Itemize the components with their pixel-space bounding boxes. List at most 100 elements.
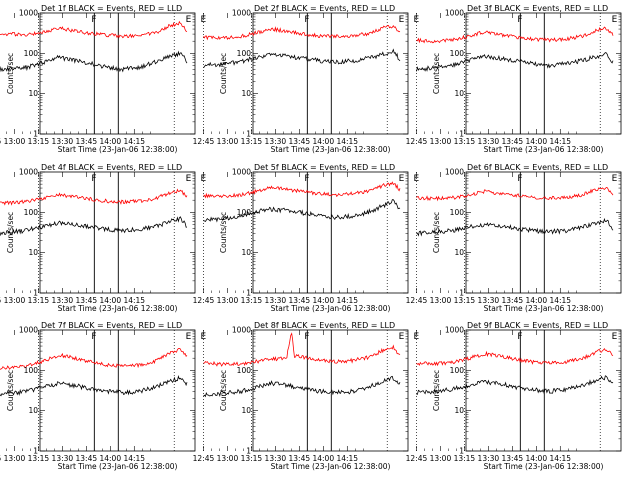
y-tick-label: 1000 xyxy=(445,326,464,335)
marker-label: E xyxy=(413,332,419,342)
y-tick-label: 100 xyxy=(237,366,252,375)
x-tick-label: 13:45 xyxy=(76,137,98,146)
x-tick-label: 14:15 xyxy=(549,454,571,463)
panel-2 xyxy=(203,12,409,135)
red-lld-series xyxy=(0,188,188,206)
y-tick-label: 10 xyxy=(454,89,464,98)
x-tick-label: 13:30 xyxy=(265,296,287,305)
plot-frame xyxy=(39,12,196,135)
black-events-series xyxy=(203,199,401,223)
marker-label: E xyxy=(413,174,419,184)
y-tick-label: 100 xyxy=(450,366,465,375)
x-tick-label: 13:45 xyxy=(76,296,98,305)
y-tick-label: 10 xyxy=(454,248,464,257)
plot-frame xyxy=(39,329,196,452)
red-lld-series xyxy=(0,347,188,370)
x-tick-label: 12:45 xyxy=(193,296,215,305)
x-axis-label: Start Time (23-Jan-06 12:38:00) xyxy=(271,462,391,471)
x-tick-label: 13:45 xyxy=(502,137,524,146)
x-tick-label: 14:00 xyxy=(99,454,121,463)
x-tick-label: 14:15 xyxy=(336,137,358,146)
y-tick-label: 100 xyxy=(24,49,39,58)
x-axis-label: Start Time (23-Jan-06 12:38:00) xyxy=(58,304,178,313)
x-tick-label: 13:30 xyxy=(52,454,74,463)
x-tick-label: 13:15 xyxy=(454,454,476,463)
panel-1 xyxy=(0,12,196,135)
y-tick-label: 10 xyxy=(28,89,38,98)
x-tick-label: 13:00 xyxy=(430,137,452,146)
x-tick-label: 14:00 xyxy=(312,137,334,146)
panel-title: Det 4f BLACK = Events, RED = LLD xyxy=(41,163,182,172)
marker-label: F xyxy=(304,332,309,342)
x-tick-label: 14:15 xyxy=(123,137,145,146)
y-tick-label: 100 xyxy=(24,208,39,217)
y-tick-label: 1 xyxy=(246,447,251,456)
x-tick-label: 14:00 xyxy=(99,296,121,305)
y-tick-label: 10 xyxy=(241,248,251,257)
y-tick-label: 1 xyxy=(246,289,251,298)
y-tick-label: 1000 xyxy=(19,9,38,18)
x-tick-label: 13:45 xyxy=(502,296,524,305)
panel-9 xyxy=(416,329,622,452)
panel-8 xyxy=(203,329,409,452)
x-tick-label: 13:15 xyxy=(454,296,476,305)
black-events-series xyxy=(0,50,188,73)
panel-3 xyxy=(416,12,622,135)
red-lld-series xyxy=(203,24,401,41)
y-axis-label: Counts/sec xyxy=(219,212,228,253)
panel-title: Det 6f BLACK = Events, RED = LLD xyxy=(467,163,608,172)
red-lld-series xyxy=(0,20,188,39)
x-tick-label: 13:00 xyxy=(430,296,452,305)
panel-title: Det 9f BLACK = Events, RED = LLD xyxy=(467,321,608,330)
red-lld-series xyxy=(203,332,401,367)
plot-frame xyxy=(465,171,622,294)
plot-frame xyxy=(252,329,409,452)
marker-label: F xyxy=(91,332,96,342)
y-tick-label: 10 xyxy=(28,248,38,257)
x-tick-label: 13:15 xyxy=(241,296,263,305)
marker-label: E xyxy=(186,174,192,184)
red-lld-series xyxy=(416,186,614,202)
x-tick-label: 13:30 xyxy=(265,137,287,146)
marker-label: F xyxy=(304,15,309,25)
marker-label: F xyxy=(517,15,522,25)
red-lld-series xyxy=(203,181,401,199)
y-tick-label: 10 xyxy=(241,406,251,415)
panel-title: Det 7f BLACK = Events, RED = LLD xyxy=(41,321,182,330)
panel-4 xyxy=(0,171,196,294)
x-tick-label: 13:45 xyxy=(289,296,311,305)
y-tick-label: 1 xyxy=(33,447,38,456)
marker-label: E xyxy=(186,15,192,25)
x-axis-label: Start Time (23-Jan-06 12:38:00) xyxy=(271,304,391,313)
x-tick-label: 13:00 xyxy=(217,137,239,146)
marker-label: E xyxy=(612,15,618,25)
marker-label: E xyxy=(200,332,206,342)
black-events-series xyxy=(203,375,401,398)
y-tick-label: 100 xyxy=(450,208,465,217)
plot-frame xyxy=(39,171,196,294)
x-tick-label: 13:00 xyxy=(217,296,239,305)
marker-label: E xyxy=(612,174,618,184)
y-axis-label: Counts/sec xyxy=(6,212,15,253)
panel-title: Det 3f BLACK = Events, RED = LLD xyxy=(467,4,608,13)
x-axis-label: Start Time (23-Jan-06 12:38:00) xyxy=(484,145,604,154)
x-tick-label: 13:30 xyxy=(478,454,500,463)
x-tick-label: 14:15 xyxy=(336,296,358,305)
x-tick-label: 13:45 xyxy=(289,137,311,146)
x-tick-label: 13:00 xyxy=(4,296,26,305)
marker-label: E xyxy=(413,15,419,25)
black-events-series xyxy=(416,52,614,72)
black-events-series xyxy=(416,375,614,395)
x-tick-label: 13:00 xyxy=(4,454,26,463)
x-tick-label: 14:00 xyxy=(525,137,547,146)
x-tick-label: 14:15 xyxy=(336,454,358,463)
x-tick-label: 12:45 xyxy=(0,137,1,146)
x-tick-label: 13:30 xyxy=(52,137,74,146)
y-axis-label: Counts/sec xyxy=(219,370,228,411)
y-tick-label: 1 xyxy=(459,130,464,139)
plot-frame xyxy=(252,171,409,294)
panel-title: Det 2f BLACK = Events, RED = LLD xyxy=(254,4,395,13)
x-tick-label: 14:00 xyxy=(525,454,547,463)
y-tick-label: 1000 xyxy=(232,326,251,335)
